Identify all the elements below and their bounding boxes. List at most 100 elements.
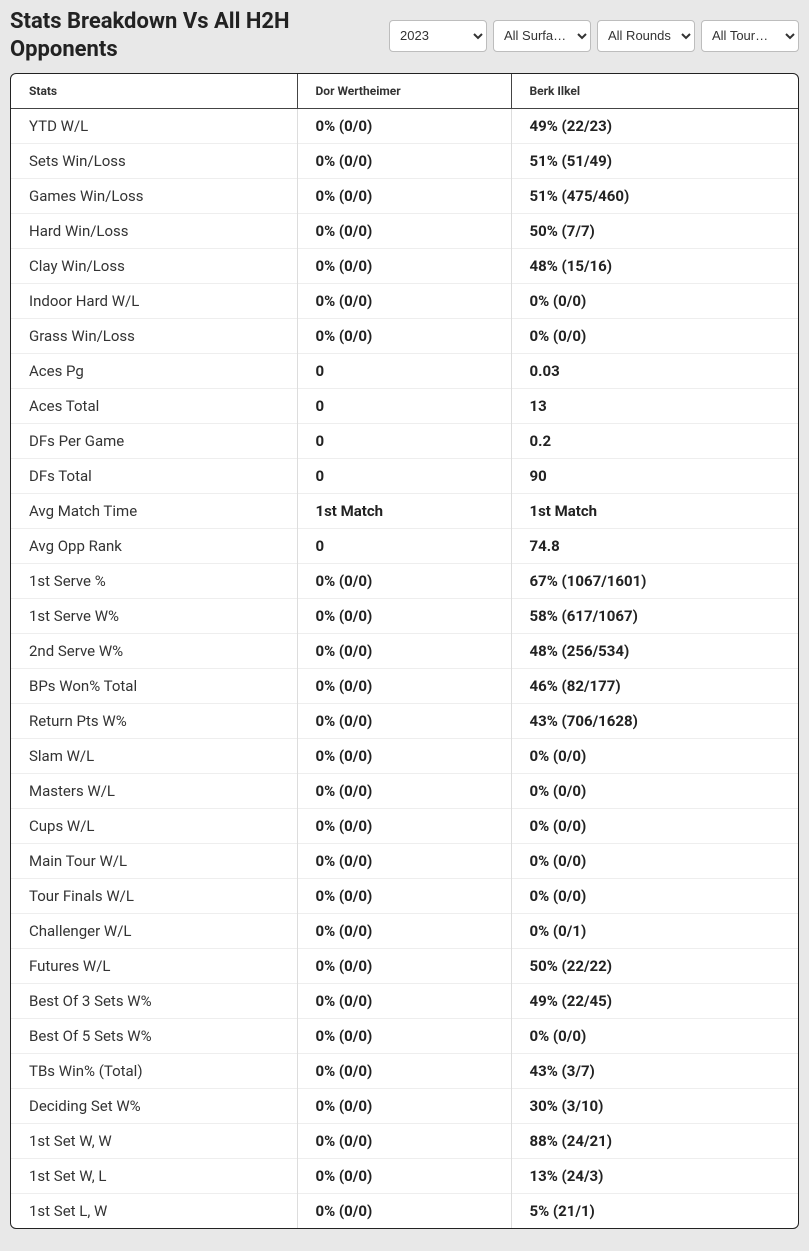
player1-value: 0% (0/0) [297, 914, 511, 949]
table-row: Main Tour W/L0% (0/0)0% (0/0) [11, 844, 798, 879]
table-row: YTD W/L0% (0/0)49% (22/23) [11, 109, 798, 144]
col-header-player1: Dor Wertheimer [297, 74, 511, 109]
table-row: BPs Won% Total0% (0/0)46% (82/177) [11, 669, 798, 704]
player1-value: 0 [297, 389, 511, 424]
player2-value: 13% (24/3) [511, 1159, 798, 1194]
stat-label: Sets Win/Loss [11, 144, 297, 179]
player1-value: 0% (0/0) [297, 879, 511, 914]
player1-value: 0% (0/0) [297, 319, 511, 354]
round-select[interactable]: All Rounds [597, 20, 695, 52]
stat-label: 1st Serve % [11, 564, 297, 599]
page-title: Stats Breakdown Vs All H2H Opponents [10, 8, 370, 63]
col-header-player2: Berk Ilkel [511, 74, 798, 109]
stat-label: Return Pts W% [11, 704, 297, 739]
player1-value: 0% (0/0) [297, 249, 511, 284]
stat-label: 1st Set W, L [11, 1159, 297, 1194]
stat-label: Hard Win/Loss [11, 214, 297, 249]
stat-label: Deciding Set W% [11, 1089, 297, 1124]
table-row: Grass Win/Loss0% (0/0)0% (0/0) [11, 319, 798, 354]
player2-value: 50% (22/22) [511, 949, 798, 984]
table-row: DFs Per Game00.2 [11, 424, 798, 459]
player1-value: 0% (0/0) [297, 1054, 511, 1089]
stat-label: Cups W/L [11, 809, 297, 844]
player2-value: 43% (3/7) [511, 1054, 798, 1089]
table-row: 1st Set W, L0% (0/0)13% (24/3) [11, 1159, 798, 1194]
stat-label: Indoor Hard W/L [11, 284, 297, 319]
year-select[interactable]: 2023 [389, 20, 487, 52]
player2-value: 48% (256/534) [511, 634, 798, 669]
player1-value: 0% (0/0) [297, 634, 511, 669]
stat-label: Challenger W/L [11, 914, 297, 949]
player2-value: 90 [511, 459, 798, 494]
table-row: 1st Set L, W0% (0/0)5% (21/1) [11, 1194, 798, 1229]
player1-value: 0 [297, 529, 511, 564]
stat-label: Best Of 3 Sets W% [11, 984, 297, 1019]
table-row: Cups W/L0% (0/0)0% (0/0) [11, 809, 798, 844]
player2-value: 5% (21/1) [511, 1194, 798, 1229]
table-row: Sets Win/Loss0% (0/0)51% (51/49) [11, 144, 798, 179]
player2-value: 51% (475/460) [511, 179, 798, 214]
table-row: Slam W/L0% (0/0)0% (0/0) [11, 739, 798, 774]
table-row: 1st Serve %0% (0/0)67% (1067/1601) [11, 564, 798, 599]
player2-value: 0% (0/0) [511, 809, 798, 844]
stat-label: Best Of 5 Sets W% [11, 1019, 297, 1054]
tour-select[interactable]: All Tour… [701, 20, 799, 52]
player1-value: 0% (0/0) [297, 844, 511, 879]
stat-label: Aces Total [11, 389, 297, 424]
surface-select[interactable]: All Surfa… [493, 20, 591, 52]
stat-label: Futures W/L [11, 949, 297, 984]
player2-value: 49% (22/45) [511, 984, 798, 1019]
stat-label: YTD W/L [11, 109, 297, 144]
stats-table: Stats Dor Wertheimer Berk Ilkel YTD W/L0… [11, 74, 798, 1228]
stat-label: Aces Pg [11, 354, 297, 389]
player1-value: 0% (0/0) [297, 949, 511, 984]
player2-value: 1st Match [511, 494, 798, 529]
table-row: 1st Set W, W0% (0/0)88% (24/21) [11, 1124, 798, 1159]
player1-value: 0% (0/0) [297, 1194, 511, 1229]
stat-label: Grass Win/Loss [11, 319, 297, 354]
stat-label: DFs Per Game [11, 424, 297, 459]
stat-label: 2nd Serve W% [11, 634, 297, 669]
player2-value: 0% (0/0) [511, 774, 798, 809]
table-row: Aces Total013 [11, 389, 798, 424]
table-row: Best Of 5 Sets W%0% (0/0)0% (0/0) [11, 1019, 798, 1054]
player1-value: 0% (0/0) [297, 214, 511, 249]
player2-value: 0.2 [511, 424, 798, 459]
player2-value: 0% (0/0) [511, 284, 798, 319]
stats-tbody: YTD W/L0% (0/0)49% (22/23)Sets Win/Loss0… [11, 109, 798, 1229]
player1-value: 0% (0/0) [297, 739, 511, 774]
player1-value: 0 [297, 459, 511, 494]
table-row: Futures W/L0% (0/0)50% (22/22) [11, 949, 798, 984]
stat-label: TBs Win% (Total) [11, 1054, 297, 1089]
table-row: Best Of 3 Sets W%0% (0/0)49% (22/45) [11, 984, 798, 1019]
table-row: Avg Match Time1st Match1st Match [11, 494, 798, 529]
filters-bar: 2023 All Surfa… All Rounds All Tour… [389, 20, 799, 52]
stat-label: Avg Opp Rank [11, 529, 297, 564]
player2-value: 0% (0/0) [511, 879, 798, 914]
stat-label: 1st Serve W% [11, 599, 297, 634]
player2-value: 58% (617/1067) [511, 599, 798, 634]
table-row: Return Pts W%0% (0/0)43% (706/1628) [11, 704, 798, 739]
player2-value: 0% (0/0) [511, 319, 798, 354]
stat-label: Clay Win/Loss [11, 249, 297, 284]
stat-label: 1st Set W, W [11, 1124, 297, 1159]
stat-label: Slam W/L [11, 739, 297, 774]
player2-value: 49% (22/23) [511, 109, 798, 144]
table-row: Tour Finals W/L0% (0/0)0% (0/0) [11, 879, 798, 914]
player1-value: 0% (0/0) [297, 704, 511, 739]
stat-label: Main Tour W/L [11, 844, 297, 879]
player1-value: 0% (0/0) [297, 1159, 511, 1194]
player1-value: 0 [297, 354, 511, 389]
player2-value: 67% (1067/1601) [511, 564, 798, 599]
stat-label: Games Win/Loss [11, 179, 297, 214]
player2-value: 48% (15/16) [511, 249, 798, 284]
player2-value: 43% (706/1628) [511, 704, 798, 739]
table-row: Deciding Set W%0% (0/0)30% (3/10) [11, 1089, 798, 1124]
table-row: Masters W/L0% (0/0)0% (0/0) [11, 774, 798, 809]
player2-value: 88% (24/21) [511, 1124, 798, 1159]
player1-value: 0% (0/0) [297, 144, 511, 179]
table-row: 2nd Serve W%0% (0/0)48% (256/534) [11, 634, 798, 669]
player1-value: 0 [297, 424, 511, 459]
table-row: Hard Win/Loss0% (0/0)50% (7/7) [11, 214, 798, 249]
player1-value: 0% (0/0) [297, 109, 511, 144]
